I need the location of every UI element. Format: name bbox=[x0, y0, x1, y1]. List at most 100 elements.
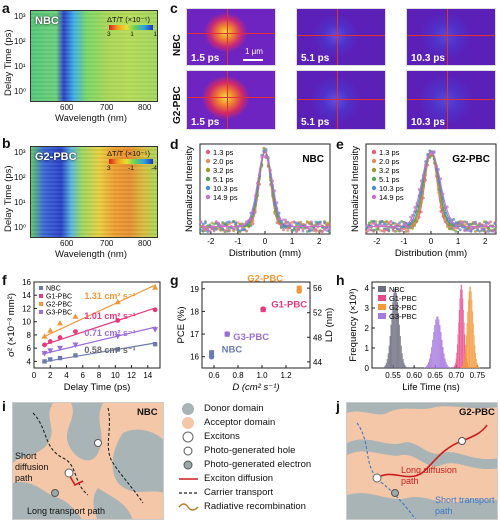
data-point bbox=[491, 228, 495, 232]
histogram-bar bbox=[399, 336, 401, 368]
schematic-g2pbc-title: G2-PBC bbox=[459, 407, 495, 418]
panel-b-ytick: 10¹ bbox=[14, 198, 26, 207]
data-point bbox=[312, 228, 316, 232]
data-point bbox=[370, 219, 373, 223]
fit-curve bbox=[200, 150, 330, 227]
data-point bbox=[225, 221, 229, 224]
histogram-bar bbox=[477, 365, 479, 368]
x-tick-label: 1 bbox=[290, 237, 295, 246]
histogram-bar bbox=[462, 298, 464, 368]
data-point bbox=[199, 229, 203, 232]
legend-item: Donor domain bbox=[204, 403, 264, 414]
panel-b-cbar-tick: -1 bbox=[128, 165, 134, 172]
data-point bbox=[47, 327, 54, 333]
data-point bbox=[217, 227, 220, 231]
x-tick-label: -2 bbox=[373, 237, 381, 246]
legend-item: Excitons bbox=[204, 431, 240, 442]
histogram-bar bbox=[430, 353, 432, 368]
panel-c-time: 1.5 ps bbox=[191, 117, 220, 128]
data-point bbox=[308, 221, 311, 224]
data-point bbox=[385, 223, 388, 227]
diffusion-coefficient-label: 0.58 cm² s⁻¹ bbox=[84, 345, 135, 355]
data-point bbox=[286, 220, 290, 224]
legend-marker bbox=[378, 304, 386, 310]
data-point bbox=[318, 229, 322, 233]
panel-c-row-label: NBC bbox=[172, 34, 183, 56]
panel-c-row-label: G2-PBC bbox=[172, 86, 183, 124]
panel-c-time: 10.3 ps bbox=[411, 117, 445, 128]
y2-tick-label: 52 bbox=[313, 309, 322, 318]
histogram-bar bbox=[432, 339, 434, 368]
data-point bbox=[310, 222, 313, 226]
data-point bbox=[214, 227, 218, 231]
data-point bbox=[476, 226, 479, 230]
data-point bbox=[406, 229, 410, 233]
data-point bbox=[493, 222, 497, 226]
histogram-bar bbox=[474, 345, 476, 368]
data-point bbox=[240, 227, 244, 231]
data-point bbox=[463, 229, 466, 232]
data-point bbox=[236, 228, 240, 232]
data-point bbox=[374, 228, 378, 232]
data-point bbox=[206, 227, 209, 231]
data-point bbox=[115, 317, 121, 323]
data-point bbox=[367, 221, 371, 225]
data-point bbox=[221, 227, 225, 231]
data-point bbox=[404, 230, 408, 233]
x-tick-label: 2 bbox=[317, 237, 322, 246]
histogram-bar bbox=[446, 364, 448, 368]
legend-marker bbox=[371, 149, 377, 155]
ld-point bbox=[296, 285, 302, 291]
data-point bbox=[299, 223, 303, 227]
histogram-bar bbox=[457, 334, 459, 368]
data-point bbox=[210, 226, 214, 230]
data-point bbox=[219, 228, 222, 232]
histogram-bar bbox=[461, 366, 463, 368]
data-point bbox=[474, 226, 477, 230]
data-point bbox=[489, 228, 492, 232]
pump-probe-image: 5.1 ps bbox=[296, 8, 386, 66]
data-point bbox=[387, 229, 391, 232]
x-tick-label: 0.65 bbox=[427, 371, 443, 380]
data-point bbox=[47, 339, 53, 344]
data-point bbox=[321, 230, 324, 234]
data-point bbox=[456, 221, 460, 225]
point-label: NBC bbox=[222, 345, 243, 356]
point-label: G1-PBC bbox=[271, 299, 307, 310]
histogram-bar bbox=[434, 324, 436, 368]
data-point bbox=[327, 223, 331, 227]
long-transport-label: Long transport path bbox=[27, 506, 106, 516]
data-point bbox=[380, 229, 384, 233]
data-point bbox=[452, 226, 456, 230]
data-point bbox=[234, 221, 238, 225]
histogram-bar bbox=[402, 359, 404, 368]
point-label: G2-PBC bbox=[247, 274, 283, 285]
histogram-bar bbox=[468, 291, 470, 368]
histogram-bar bbox=[405, 366, 407, 368]
data-point bbox=[238, 229, 242, 233]
chart-title: G2-PBC bbox=[452, 154, 490, 165]
x-tick-label: 0 bbox=[32, 371, 37, 380]
data-point bbox=[393, 229, 397, 233]
histogram-bar bbox=[476, 358, 477, 368]
data-point bbox=[225, 227, 229, 231]
data-point bbox=[428, 156, 432, 159]
data-point bbox=[325, 223, 329, 227]
ld-point bbox=[209, 350, 215, 356]
data-point bbox=[493, 227, 497, 231]
legend-marker bbox=[39, 310, 43, 314]
pump-probe-image: 5.1 ps bbox=[296, 70, 386, 130]
legend-marker bbox=[371, 194, 377, 200]
histogram-bar bbox=[395, 288, 397, 368]
panel-b-ytick: 10² bbox=[14, 173, 26, 182]
data-point bbox=[303, 223, 307, 227]
data-point bbox=[314, 220, 318, 224]
data-point bbox=[318, 222, 322, 226]
data-point bbox=[469, 229, 473, 233]
histogram-bar bbox=[456, 352, 457, 368]
panel-a-cbar-tick: 1 bbox=[153, 31, 157, 38]
legend-marker bbox=[205, 158, 211, 164]
x-axis-label: Life Time (ns) bbox=[402, 382, 460, 393]
data-point bbox=[327, 221, 331, 225]
data-point bbox=[461, 222, 464, 226]
